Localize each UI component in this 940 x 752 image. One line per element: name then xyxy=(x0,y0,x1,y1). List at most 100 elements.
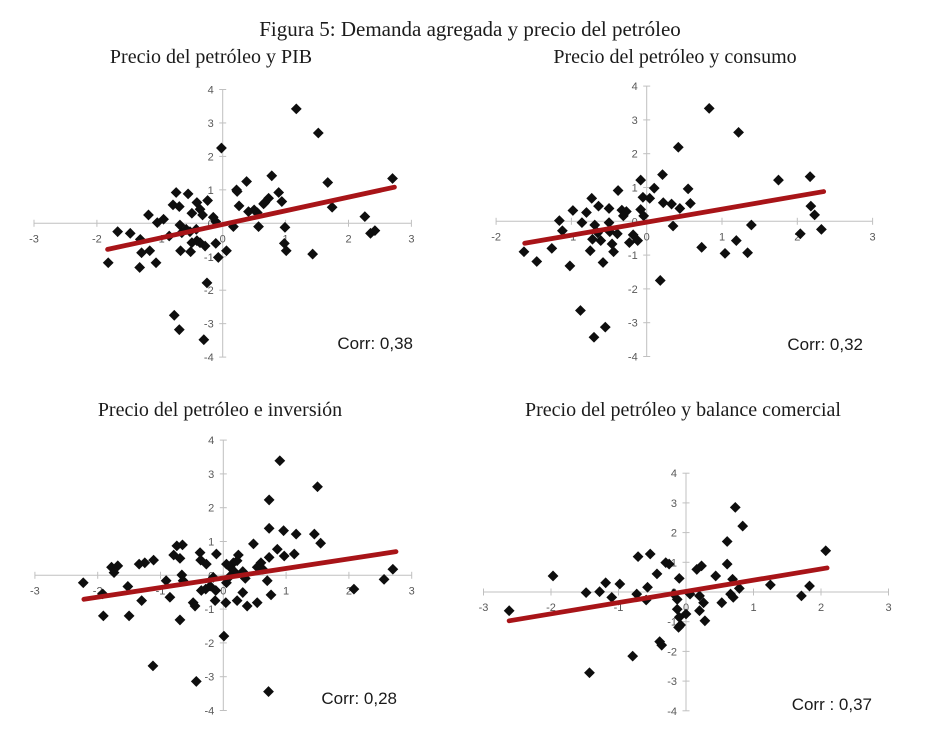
data-point xyxy=(288,548,300,560)
data-point xyxy=(170,187,182,198)
x-tick-label: 0 xyxy=(644,231,650,243)
data-point xyxy=(694,605,705,617)
data-point xyxy=(644,548,656,560)
data-point xyxy=(719,248,731,259)
x-tick-label: 2 xyxy=(345,233,351,245)
data-point xyxy=(593,200,604,212)
data-point xyxy=(672,141,684,153)
chart-title-consumo: Precio del petróleo y consumo xyxy=(553,46,797,68)
data-point xyxy=(190,676,202,687)
data-point xyxy=(644,192,656,204)
data-point xyxy=(387,173,398,184)
data-point xyxy=(694,590,705,602)
x-tick-label: -2 xyxy=(93,585,103,597)
data-point xyxy=(174,553,186,564)
data-point xyxy=(171,540,183,552)
data-point xyxy=(212,252,224,263)
data-point xyxy=(199,240,211,252)
x-tick-label: 3 xyxy=(408,233,414,245)
y-tick-label: 2 xyxy=(632,149,638,161)
data-point xyxy=(359,211,371,223)
data-point xyxy=(248,538,259,550)
data-point xyxy=(108,567,120,578)
data-point xyxy=(174,219,186,231)
data-point xyxy=(168,309,180,321)
data-point xyxy=(703,103,715,114)
y-tick-label: 4 xyxy=(208,435,214,447)
data-point xyxy=(195,585,207,596)
data-point xyxy=(378,573,390,585)
data-point xyxy=(599,321,611,333)
data-point xyxy=(221,577,232,589)
data-point xyxy=(674,203,686,214)
y-tick-label: -2 xyxy=(205,638,215,650)
data-point xyxy=(348,583,360,595)
data-point xyxy=(209,595,221,607)
data-point xyxy=(147,660,159,672)
data-point xyxy=(112,226,124,238)
data-point xyxy=(648,182,660,194)
data-point xyxy=(623,237,635,248)
data-point xyxy=(764,579,776,591)
x-tick-label: 2 xyxy=(818,602,824,614)
data-point xyxy=(657,197,669,209)
data-point xyxy=(134,262,146,273)
data-point xyxy=(243,206,254,217)
data-point xyxy=(730,235,742,246)
data-point xyxy=(258,198,269,210)
data-point xyxy=(581,207,592,218)
data-point xyxy=(274,455,286,467)
data-point xyxy=(202,195,214,206)
data-point xyxy=(280,245,292,257)
data-point xyxy=(210,548,222,560)
x-tick-label: -2 xyxy=(92,233,102,245)
y-tick-label: 3 xyxy=(632,115,638,127)
x-tick-label: -3 xyxy=(30,585,40,597)
data-point xyxy=(546,242,558,254)
chart-title-balance: Precio del petróleo y balance comercial xyxy=(525,399,841,421)
data-point xyxy=(727,591,739,603)
data-point xyxy=(671,603,683,615)
data-point xyxy=(503,605,515,617)
data-point xyxy=(150,257,162,269)
data-point xyxy=(308,528,320,540)
data-point xyxy=(263,522,275,534)
data-point xyxy=(576,217,588,229)
data-point xyxy=(657,169,668,181)
data-point xyxy=(197,209,208,221)
chart-title-inversion: Precio del petróleo e inversión xyxy=(97,399,343,421)
data-point xyxy=(224,561,236,573)
x-tick-label: 3 xyxy=(870,231,876,243)
data-point xyxy=(164,591,176,603)
data-point xyxy=(617,210,629,222)
data-point xyxy=(815,224,827,235)
data-point xyxy=(606,238,618,250)
data-point xyxy=(210,585,222,596)
y-tick-label: -1 xyxy=(667,617,677,629)
y-tick-label: 3 xyxy=(671,498,677,510)
data-point xyxy=(182,188,194,200)
data-point xyxy=(186,237,198,249)
data-point xyxy=(594,586,605,598)
x-tick-label: 0 xyxy=(220,585,226,597)
y-tick-label: -4 xyxy=(204,352,214,364)
data-point xyxy=(263,494,275,506)
x-tick-label: 2 xyxy=(346,585,352,597)
y-tick-label: 1 xyxy=(632,183,638,195)
y-tick-label: -2 xyxy=(667,646,677,658)
y-tick-label: -3 xyxy=(204,319,214,331)
data-point xyxy=(587,233,598,245)
figure-caption: Figura 5: Demanda agregada y precio del … xyxy=(259,17,681,41)
data-point xyxy=(326,201,338,213)
data-point xyxy=(716,597,728,609)
data-point xyxy=(642,581,653,593)
data-point xyxy=(773,174,784,186)
data-point xyxy=(191,197,203,208)
y-tick-label: -3 xyxy=(628,318,638,330)
y-tick-label: 1 xyxy=(208,185,214,197)
data-point xyxy=(654,275,666,286)
